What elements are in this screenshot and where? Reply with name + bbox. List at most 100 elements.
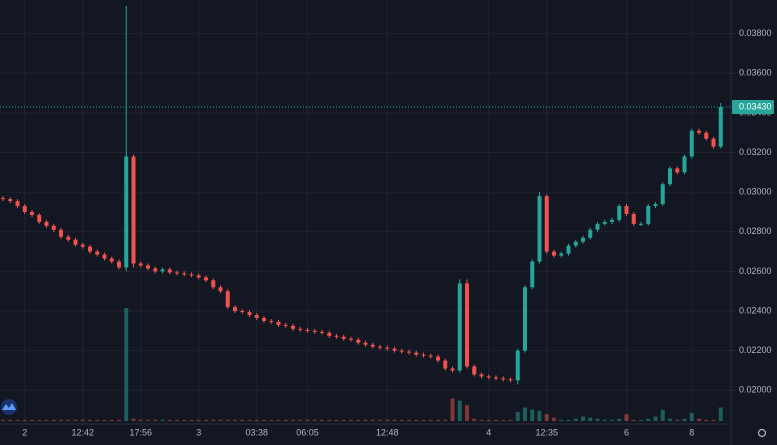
candle-body xyxy=(501,378,506,380)
volume-bar xyxy=(117,419,121,421)
candle-body xyxy=(167,269,172,273)
volume-bar xyxy=(196,419,201,421)
volume-bar xyxy=(552,417,556,421)
candle-body xyxy=(660,184,665,205)
candle-body xyxy=(697,130,701,133)
volume-bar xyxy=(175,419,179,421)
volume-bar xyxy=(131,418,136,421)
volume-bar xyxy=(399,419,404,421)
x-tick-label: 4 xyxy=(486,427,491,437)
volume-bar xyxy=(486,419,491,421)
candle-body xyxy=(689,130,694,157)
volume-bar xyxy=(378,419,382,421)
candle-body xyxy=(588,229,593,238)
volume-bar xyxy=(436,419,440,421)
candle-body xyxy=(8,199,13,202)
volume-bar xyxy=(80,419,85,421)
volume-bar xyxy=(182,419,187,421)
volume-bar xyxy=(204,419,208,421)
volume-bar xyxy=(573,418,578,421)
volume-bar xyxy=(508,419,513,421)
candle-body xyxy=(51,225,56,230)
candle-body xyxy=(1,198,5,200)
candle-body xyxy=(312,330,317,332)
volume-bar xyxy=(37,419,42,421)
volume-bar xyxy=(8,419,13,421)
volume-bar xyxy=(88,419,92,421)
candle-body xyxy=(225,291,230,308)
y-tick-label: 0.02800 xyxy=(739,226,772,236)
volume-bar xyxy=(530,409,535,421)
candle-body xyxy=(102,254,107,259)
x-tick-label: 03:38 xyxy=(245,427,268,437)
candle-body xyxy=(66,236,71,240)
grid xyxy=(0,0,731,424)
candle-body xyxy=(457,283,462,371)
candle-body xyxy=(675,168,680,173)
volume-bar xyxy=(30,419,34,421)
candle-body xyxy=(182,273,187,275)
volume-bar xyxy=(501,419,506,421)
candle-body xyxy=(37,214,42,222)
candle-body xyxy=(646,206,651,224)
candle-body xyxy=(595,223,600,230)
candle-body xyxy=(450,368,455,371)
volume-bar xyxy=(312,419,317,421)
settings-icon[interactable] xyxy=(757,428,767,438)
volume-bar xyxy=(167,419,172,421)
volume-bar xyxy=(472,418,477,421)
volume-bar xyxy=(291,419,295,421)
x-tick-label: 8 xyxy=(689,427,694,437)
candle-body xyxy=(124,156,129,268)
candle-body xyxy=(559,253,564,256)
candle-body xyxy=(414,352,419,355)
candle-body xyxy=(479,374,484,377)
candle-body xyxy=(276,321,281,325)
volume-bar xyxy=(581,416,585,421)
volume-bar xyxy=(327,419,332,421)
candle-body xyxy=(211,280,216,288)
candle-body xyxy=(254,315,259,318)
axis-layer: 0.02000 0.02200 0.02400 0.02600 0.02800 0.030… xyxy=(0,28,774,437)
candle-layer xyxy=(1,5,723,385)
candle-body xyxy=(573,241,578,246)
y-tick-label: 0.03600 xyxy=(739,68,772,78)
candle-body xyxy=(334,335,339,337)
volume-bar xyxy=(276,419,281,421)
candle-body xyxy=(610,219,614,222)
volume-bar xyxy=(218,419,223,421)
x-tick-label: 6 xyxy=(624,427,629,437)
candle-body xyxy=(204,277,208,281)
gear xyxy=(757,428,767,438)
candle-body xyxy=(639,223,643,225)
volume-bar xyxy=(515,411,520,421)
volume-bar xyxy=(349,419,353,421)
candle-body xyxy=(349,338,353,340)
volume-bar xyxy=(225,419,230,421)
volume-bar xyxy=(414,419,419,421)
logo[interactable] xyxy=(1,399,17,415)
volume-bar xyxy=(465,405,469,421)
x-tick-label: 2 xyxy=(22,427,27,437)
candle-body xyxy=(59,229,63,237)
volume-bar xyxy=(160,419,165,421)
logo-shape xyxy=(2,403,16,410)
volume-bar xyxy=(639,419,643,421)
candle-body xyxy=(298,328,303,330)
volume-bar xyxy=(153,419,158,421)
candle-body xyxy=(443,360,448,369)
candle-body xyxy=(291,325,295,329)
volume-bar xyxy=(356,419,361,421)
candle-body xyxy=(566,245,571,254)
volume-bar xyxy=(240,419,245,421)
candle-body xyxy=(109,258,114,262)
candle-body xyxy=(617,206,622,220)
candle-body xyxy=(668,168,672,185)
candle-body xyxy=(711,138,716,147)
volume-bar xyxy=(254,419,259,421)
volume-bar xyxy=(298,419,303,421)
y-tick-label: 0.03000 xyxy=(739,187,772,197)
volume-bar xyxy=(22,419,27,421)
volume-bar xyxy=(189,419,194,421)
